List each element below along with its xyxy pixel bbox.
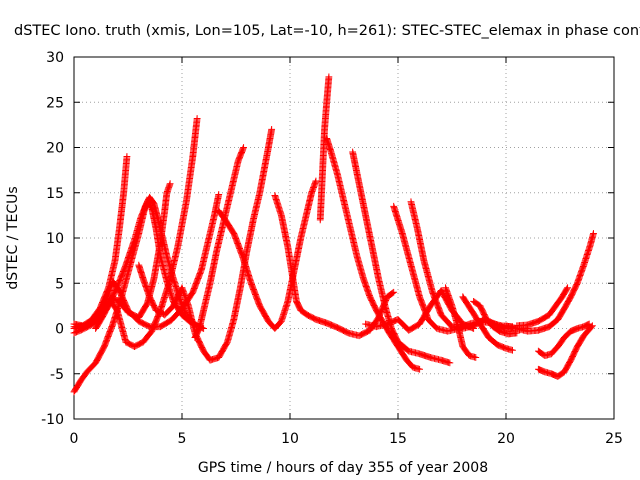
x-tick-label: 25 [605,431,623,447]
data-series-12 [323,135,423,373]
data-point [268,126,276,133]
y-tick-label: 10 [46,231,64,247]
x-axis-label: GPS time / hours of day 355 of year 2008 [198,460,488,476]
data-point [325,73,333,81]
data-point [166,180,174,188]
data-series-6 [92,115,201,350]
data-series-11 [316,73,333,224]
data-series-22 [535,320,593,360]
data-point [416,365,423,373]
data-series-19 [470,297,521,338]
data-point [509,346,516,354]
y-tick-label: -10 [41,412,64,428]
data-point [588,323,595,331]
x-tick-label: 20 [497,431,515,447]
y-tick-label: 20 [46,141,64,157]
data-series-23 [535,322,596,380]
y-tick-label: -5 [50,367,64,383]
x-tick-label: 5 [178,431,187,447]
y-tick-label: 25 [46,95,64,111]
y-tick-label: 15 [46,186,64,202]
data-point [390,288,398,296]
data-point [563,285,571,293]
data-point [589,322,596,330]
y-tick-label: 5 [55,276,64,292]
axis-ticks: 0 5 10 15 20 25 -10 -5 0 5 10 15 20 25 30 [41,50,623,447]
data-series-18 [459,293,516,354]
x-tick-label: 0 [70,431,79,447]
x-tick-label: 15 [389,431,407,447]
data-point [564,284,571,292]
y-tick-label: 30 [46,50,64,66]
data-point [215,191,223,198]
data-point [240,144,247,151]
data-point [389,289,396,297]
grid-lines [74,57,614,419]
data-point [193,115,201,122]
data-point [590,230,597,237]
data-series-13 [349,148,454,367]
x-tick-label: 10 [281,431,299,447]
data-series-20 [502,230,597,335]
data-point [312,177,320,185]
y-axis-label: dSTEC / TECUs [5,186,21,289]
data-series [70,73,597,396]
data-point [472,354,480,361]
data-series-21 [513,284,571,330]
chart-title: dSTEC Iono. truth (xmis, Lon=105, Lat=-1… [14,23,640,39]
y-tick-label: 0 [55,322,64,338]
data-point [123,153,131,160]
data-series-8 [191,144,247,341]
data-point [446,359,454,367]
data-series-17 [442,284,480,361]
